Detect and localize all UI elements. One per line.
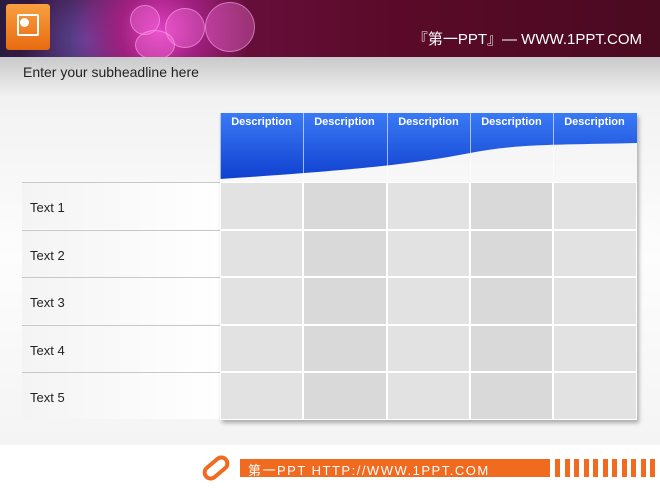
table-cell [303, 325, 387, 372]
column-divider [220, 113, 221, 182]
footer-stripe [612, 459, 617, 477]
table-cell [553, 182, 637, 230]
table-cell [553, 277, 637, 325]
table-cell [470, 230, 553, 277]
table-cell [470, 325, 553, 372]
table-cell [553, 325, 637, 372]
row-label: Text 4 [22, 324, 220, 372]
footer-stripe [640, 459, 646, 477]
footer-stripe [602, 459, 608, 477]
table-cell [387, 277, 470, 325]
footer-stripe [631, 459, 636, 477]
table-cell [470, 372, 553, 420]
column-divider [553, 113, 554, 182]
column-divider [470, 113, 471, 182]
row-label: Text 3 [22, 277, 220, 324]
column-header: Description [398, 116, 459, 128]
table-cell [303, 230, 387, 277]
footer-stripe [593, 459, 598, 477]
footer-stripe [621, 459, 627, 477]
table-cell [553, 230, 637, 277]
table-cell [303, 277, 387, 325]
footer-stripe [564, 459, 570, 477]
table-cell [220, 230, 303, 277]
footer-stripe [583, 459, 589, 477]
table-header-bg [220, 113, 637, 179]
table-cell [220, 372, 303, 420]
column-header: Description [231, 116, 292, 128]
header-banner: 『第一PPT』— WWW.1PPT.COM [0, 0, 660, 60]
column-divider [303, 113, 304, 182]
footer-stripe [650, 459, 655, 477]
row-label: Text 2 [22, 229, 220, 277]
table-cell [387, 230, 470, 277]
table-cell [387, 325, 470, 372]
powerpoint-icon [6, 4, 50, 50]
table-cell [470, 182, 553, 230]
site-title: 『第一PPT』— WWW.1PPT.COM [412, 31, 642, 48]
column-header: Description [481, 116, 542, 128]
table-cell [220, 182, 303, 230]
subheadline: Enter your subheadline here [23, 64, 199, 80]
footer-url: 第一PPT HTTP://WWW.1PPT.COM [240, 459, 550, 478]
row-label: Text 5 [22, 372, 220, 419]
table-cell [387, 182, 470, 230]
table-cell [303, 372, 387, 420]
table-cell [303, 182, 387, 230]
table-cell [220, 325, 303, 372]
table-grid [220, 113, 637, 420]
table-cell [553, 372, 637, 420]
table-cell [470, 277, 553, 325]
table-cell [387, 372, 470, 420]
footer-stripe [574, 459, 579, 477]
footer-stripe [555, 459, 560, 477]
link-icon [202, 455, 230, 481]
row-label: Text 1 [22, 182, 220, 229]
table-cell [220, 277, 303, 325]
column-divider [387, 113, 388, 182]
column-header: Description [314, 116, 375, 128]
column-header: Description [564, 116, 625, 128]
